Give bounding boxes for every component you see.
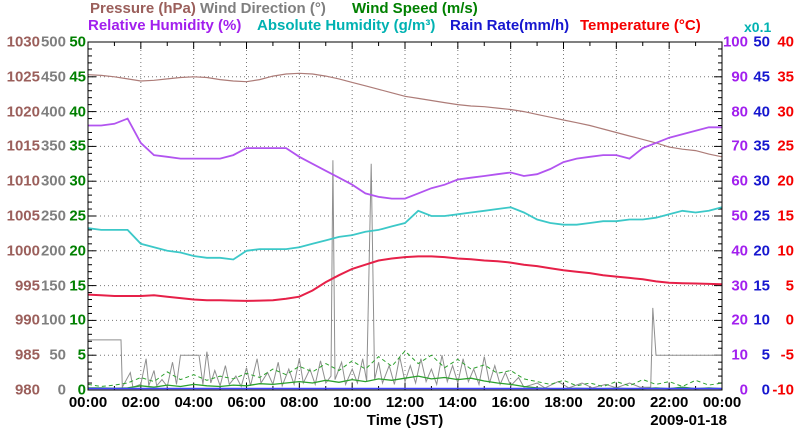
- pressure-tick-label: 1000: [6, 242, 40, 260]
- rain_rate-tick-label: 5: [761, 346, 770, 364]
- wind_speed-tick-label: 35: [69, 137, 86, 155]
- plot-frame: [87, 41, 723, 391]
- temperature-tick-label: -5: [780, 346, 794, 364]
- wind_speed-tick-label: 50: [69, 33, 86, 51]
- wind_speed-tick-label: 30: [69, 172, 86, 190]
- wind_direction-tick-label: 50: [49, 346, 66, 364]
- pressure-tick-label: 980: [14, 381, 40, 399]
- date-label: 2009-01-18: [650, 412, 727, 429]
- series-wind-speed-gust: [87, 350, 723, 388]
- wind_direction-tick-label: 300: [40, 172, 66, 190]
- wind_direction-tick-label: 250: [40, 207, 66, 225]
- wind_direction-tick-label: 0: [57, 381, 66, 399]
- wind_direction-tick-label: 500: [40, 33, 66, 51]
- time-tick-label: 16:00: [491, 394, 530, 411]
- temperature-tick-label: 5: [785, 277, 794, 295]
- time-tick-label: 06:00: [227, 394, 266, 411]
- legend-pressure: Pressure (hPa): [90, 0, 196, 17]
- pressure-tick-label: 995: [14, 277, 40, 295]
- wind_speed-tick-label: 10: [69, 311, 86, 329]
- rain_rate-tick-label: 50: [753, 33, 770, 51]
- rain_rate-tick-label: 25: [753, 207, 770, 225]
- relative_humidity-tick-label: 80: [731, 103, 748, 121]
- relative_humidity-tick-label: 50: [731, 207, 748, 225]
- time-tick-label: 08:00: [280, 394, 319, 411]
- temperature-tick-label: 15: [777, 207, 794, 225]
- relative_humidity-tick-label: 90: [731, 68, 748, 86]
- wind_direction-tick-label: 200: [40, 242, 66, 260]
- series-relative-humidity: [88, 117, 722, 200]
- wind_speed-tick-label: 40: [69, 103, 86, 121]
- temperature-tick-label: 20: [777, 172, 794, 190]
- time-tick-label: 14:00: [438, 394, 478, 411]
- series-temperature: [87, 255, 723, 302]
- pressure-tick-label: 985: [14, 346, 40, 364]
- x-axis-label: Time (JST): [366, 412, 444, 429]
- legend-temperature: Temperature (°C): [580, 17, 701, 34]
- relative_humidity-tick-label: 30: [731, 277, 748, 295]
- pressure-tick-label: 1010: [6, 172, 40, 190]
- time-tick-label: 18:00: [544, 394, 583, 411]
- temperature-tick-label: 35: [777, 68, 794, 86]
- series-pressure: [87, 72, 723, 158]
- pressure-tick-label: 1015: [6, 137, 40, 155]
- legend-absolute-humidity: Absolute Humidity (g/m³): [257, 17, 436, 34]
- relative_humidity-tick-label: 10: [731, 346, 748, 364]
- rain_rate-tick-label: 0: [761, 381, 770, 399]
- wind_speed-tick-label: 45: [69, 68, 86, 86]
- temperature-tick-label: 10: [777, 242, 794, 260]
- rain_rate-tick-label: 30: [753, 172, 770, 190]
- axis-multiplier-label: x0.1: [744, 19, 772, 35]
- relative_humidity-tick-label: 100: [722, 33, 748, 51]
- wind_speed-tick-label: 0: [77, 381, 86, 399]
- legend-wind-speed: Wind Speed (m/s): [352, 0, 478, 17]
- rain_rate-tick-label: 45: [753, 68, 770, 86]
- series-wind-direction: [88, 160, 722, 390]
- wind_speed-tick-label: 15: [69, 277, 86, 295]
- wind_direction-tick-label: 350: [40, 137, 66, 155]
- temperature-tick-label: 0: [785, 311, 794, 329]
- pressure-tick-label: 1025: [6, 68, 40, 86]
- wind_speed-tick-label: 25: [69, 207, 86, 225]
- relative_humidity-tick-label: 60: [731, 172, 748, 190]
- rain_rate-tick-label: 15: [753, 277, 770, 295]
- time-tick-label: 04:00: [174, 394, 213, 411]
- temperature-tick-label: 40: [777, 33, 794, 51]
- wind_direction-tick-label: 400: [40, 103, 66, 121]
- legend-relative-humidity: Relative Humidity (%): [88, 17, 242, 34]
- rain_rate-tick-label: 20: [753, 242, 770, 260]
- time-tick-label: 02:00: [121, 394, 161, 411]
- rain_rate-tick-label: 10: [753, 311, 770, 329]
- relative_humidity-tick-label: 20: [731, 311, 748, 329]
- rain_rate-tick-label: 40: [753, 103, 770, 121]
- wind_direction-tick-label: 150: [40, 277, 66, 295]
- wind_direction-tick-label: 450: [40, 68, 66, 86]
- wind_speed-tick-label: 5: [77, 346, 86, 364]
- pressure-tick-label: 990: [14, 311, 40, 329]
- pressure-tick-label: 1005: [6, 207, 40, 225]
- rain_rate-tick-label: 35: [753, 137, 770, 155]
- time-tick-label: 12:00: [385, 394, 425, 411]
- time-tick-label: 22:00: [649, 394, 689, 411]
- relative_humidity-tick-label: 40: [731, 242, 748, 260]
- series-absolute-humidity: [87, 206, 723, 261]
- relative_humidity-tick-label: 70: [731, 137, 748, 155]
- time-tick-label: 00:00: [702, 394, 742, 411]
- time-tick-label: 00:00: [68, 394, 108, 411]
- wind_speed-tick-label: 20: [69, 242, 86, 260]
- temperature-tick-label: -10: [772, 381, 794, 399]
- pressure-tick-label: 1020: [6, 103, 40, 121]
- wind_direction-tick-label: 100: [40, 311, 66, 329]
- relative_humidity-tick-label: 0: [739, 381, 748, 399]
- temperature-tick-label: 25: [777, 137, 794, 155]
- pressure-tick-label: 1030: [6, 33, 40, 51]
- legend-rain-rate: Rain Rate(mm/h): [450, 17, 570, 34]
- temperature-tick-label: 30: [777, 103, 794, 121]
- time-tick-label: 20:00: [597, 394, 636, 411]
- time-tick-label: 10:00: [332, 394, 372, 411]
- legend-wind-direction: Wind Direction (°): [200, 0, 326, 17]
